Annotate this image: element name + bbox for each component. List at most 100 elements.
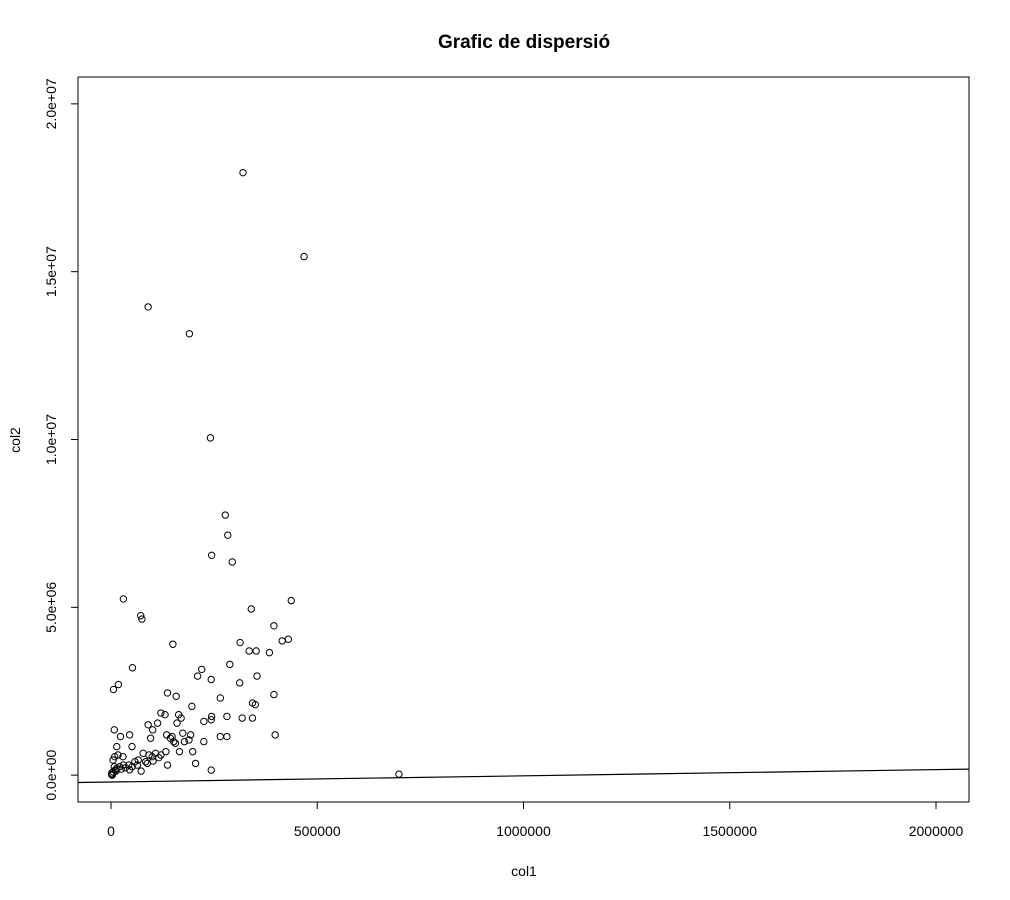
data-point <box>245 647 253 655</box>
data-point <box>270 690 278 699</box>
data-point <box>179 729 187 737</box>
data-point <box>110 726 119 734</box>
data-point <box>252 647 260 655</box>
data-point <box>236 638 244 647</box>
data-point <box>114 751 122 759</box>
data-point <box>119 752 127 761</box>
data-point <box>128 742 136 751</box>
data-point <box>137 612 145 620</box>
data-point <box>216 694 225 702</box>
data-point <box>239 168 247 177</box>
data-point <box>109 756 117 764</box>
data-point <box>287 596 295 605</box>
data-point <box>137 767 145 775</box>
data-point <box>236 679 244 687</box>
data-point <box>125 766 134 774</box>
data-point <box>144 721 152 729</box>
data-point <box>185 736 193 744</box>
data-point <box>153 719 162 727</box>
x-tick-label: 2000000 <box>909 823 964 839</box>
data-point <box>200 717 208 726</box>
data-point <box>248 714 257 722</box>
data-point <box>188 747 197 756</box>
y-axis-label: col2 <box>7 427 23 453</box>
data-point <box>114 680 123 689</box>
data-point <box>300 252 308 261</box>
data-point <box>146 734 155 742</box>
data-point <box>171 739 180 747</box>
data-point <box>162 747 170 756</box>
data-point <box>141 758 150 766</box>
data-point <box>207 551 216 559</box>
data-point <box>224 531 232 539</box>
data-point <box>223 732 231 741</box>
data-point <box>216 732 225 741</box>
data-point <box>228 558 236 566</box>
data-point <box>395 770 403 778</box>
data-point <box>172 692 180 700</box>
data-point <box>175 747 184 756</box>
data-point <box>207 675 215 684</box>
data-point <box>221 511 229 519</box>
data-point <box>169 640 177 648</box>
data-point <box>207 712 216 721</box>
data-point <box>116 732 125 741</box>
data-point <box>186 731 195 739</box>
data-point <box>168 732 176 741</box>
data-point <box>206 434 215 442</box>
data-point <box>138 615 146 623</box>
data-point <box>198 665 206 674</box>
y-tick-label: 0.0e+00 <box>43 749 59 800</box>
data-point <box>128 664 137 672</box>
data-point <box>149 757 157 765</box>
data-point <box>144 303 152 311</box>
x-tick-label: 500000 <box>294 823 341 839</box>
data-point <box>251 700 260 709</box>
data-point <box>119 595 128 603</box>
y-tick-label: 1.5e+07 <box>43 246 59 297</box>
data-point <box>185 330 194 338</box>
data-point <box>207 716 215 724</box>
data-point <box>108 771 116 779</box>
x-axis-label: col1 <box>511 863 537 879</box>
data-point <box>163 761 172 769</box>
data-point <box>238 714 246 722</box>
data-point <box>270 622 278 630</box>
x-axis: 0 500000 1000000 1500000 2000000 <box>107 801 964 839</box>
data-points <box>107 168 403 779</box>
regression-line <box>77 768 970 784</box>
data-point <box>191 759 200 768</box>
data-point <box>113 764 121 773</box>
data-point <box>157 709 165 717</box>
data-point <box>271 731 279 739</box>
data-point <box>193 672 202 680</box>
data-point <box>247 605 255 613</box>
data-point <box>117 765 126 773</box>
plot-frame <box>77 76 970 803</box>
data-point <box>207 766 215 774</box>
chart-title: Grafic de dispersió <box>438 32 610 53</box>
y-tick-label: 1.0e+07 <box>43 414 59 465</box>
data-point <box>125 731 134 739</box>
data-point <box>223 712 231 721</box>
data-point <box>177 714 185 722</box>
data-point <box>161 711 169 719</box>
x-tick-label: 1500000 <box>702 823 757 839</box>
data-point <box>148 726 157 734</box>
data-point <box>188 702 196 711</box>
data-point <box>200 737 208 746</box>
data-point <box>121 764 130 772</box>
y-tick-label: 5.0e+06 <box>43 582 59 633</box>
data-point <box>109 685 118 694</box>
data-point <box>155 753 163 762</box>
y-axis: 0.0e+00 5.0e+06 1.0e+07 1.5e+07 2.0e+07 <box>43 78 79 801</box>
x-tick-label: 0 <box>107 823 115 839</box>
data-point <box>226 660 234 669</box>
y-tick-label: 2.0e+07 <box>43 78 59 129</box>
data-point <box>284 635 293 643</box>
data-point <box>265 648 274 657</box>
data-point <box>253 672 261 680</box>
data-point <box>163 689 172 697</box>
data-point <box>133 761 142 769</box>
